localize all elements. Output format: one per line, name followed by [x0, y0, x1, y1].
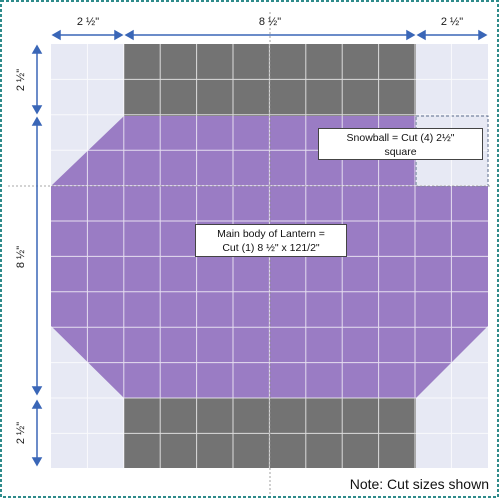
lantern-body-callout-line2: Cut (1) 8 ½" x 121/2" [222, 242, 320, 254]
arrowhead [31, 457, 43, 467]
top-dim-label-left: 2 ½" [77, 16, 99, 28]
arrowhead [31, 386, 43, 396]
arrowhead [31, 116, 43, 126]
lantern-body-callout-line1: Main body of Lantern = [217, 228, 325, 240]
snowball-callout-line2: square [384, 146, 417, 158]
left-dim-label-middle: 8 ½" [15, 246, 27, 268]
arrowhead [416, 29, 426, 41]
arrowhead [124, 29, 134, 41]
cut-size-note: Note: Cut sizes shown [349, 476, 489, 492]
snowball-callout-line1: Snowball = Cut (4) 2½" [346, 132, 455, 144]
top-dim-label-right: 2 ½" [441, 16, 463, 28]
arrowhead [51, 29, 61, 41]
arrowhead [114, 29, 124, 41]
snowball-callout: Snowball = Cut (4) 2½" square [318, 128, 483, 160]
arrowhead [406, 29, 416, 41]
arrowhead [31, 44, 43, 54]
arrowhead [478, 29, 488, 41]
arrowhead [31, 399, 43, 409]
left-dim-label-bottom: 2 ½" [15, 422, 27, 444]
lantern-body-callout: Main body of Lantern = Cut (1) 8 ½" x 12… [195, 224, 347, 257]
left-dim-label-top: 2 ½" [15, 69, 27, 91]
top-dim-label-middle: 8 ½" [259, 16, 281, 28]
arrowhead [31, 105, 43, 115]
